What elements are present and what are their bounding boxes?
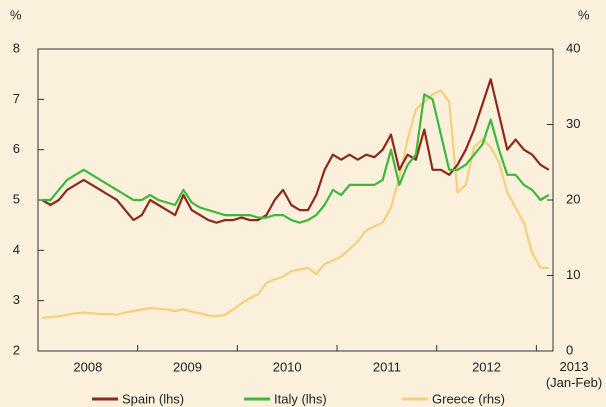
legend-label: Italy (lhs) <box>274 391 327 406</box>
y-tick-label: 8 <box>13 40 20 55</box>
y-tick-label: 4 <box>13 242 20 257</box>
legend-label: Greece (rhs) <box>432 391 505 406</box>
y2-tick-label: 40 <box>566 40 580 55</box>
y2-tick-label: 30 <box>566 116 580 131</box>
y-tick-label: 6 <box>13 141 20 156</box>
y-tick-label: 2 <box>13 342 20 357</box>
x-tick-label: 2012 <box>472 359 501 374</box>
series-line <box>41 78 550 224</box>
y2-tick-label: 10 <box>566 267 580 282</box>
x-tick-label: 2008 <box>73 359 102 374</box>
y-axis-label: % <box>10 7 22 22</box>
y-tick-label: 5 <box>13 191 20 206</box>
x-tick-label: 2013 (Jan-Feb) <box>546 359 602 390</box>
legend-label: Spain (lhs) <box>122 391 184 406</box>
series-line <box>42 93 550 224</box>
y-tick-label: 7 <box>13 91 20 106</box>
y2-tick-label: 0 <box>566 342 573 357</box>
x-tick-label: 2010 <box>273 359 302 374</box>
y2-tick-label: 20 <box>566 191 580 206</box>
x-tick-label: 2011 <box>373 359 401 374</box>
y-tick-label: 3 <box>13 292 20 307</box>
series-line <box>42 89 549 319</box>
y2-axis-label: % <box>578 7 590 22</box>
x-tick-label: 2009 <box>173 359 202 374</box>
